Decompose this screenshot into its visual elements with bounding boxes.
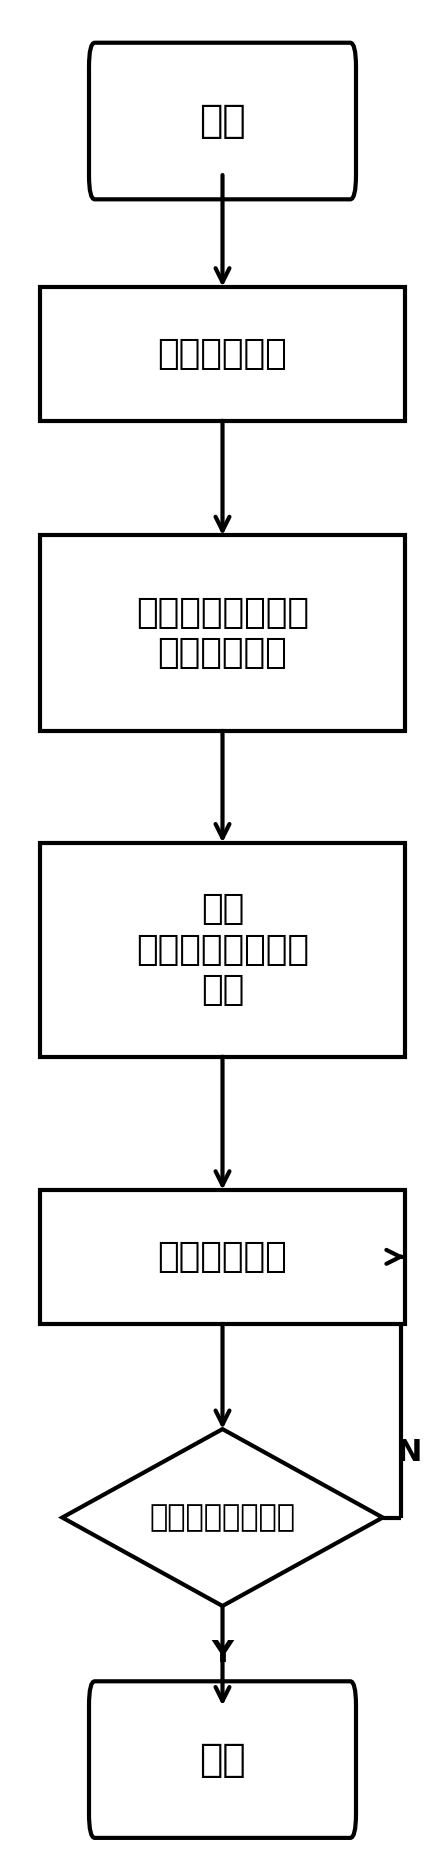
- Text: 启动帧级解码: 启动帧级解码: [158, 1240, 287, 1274]
- Polygon shape: [62, 1430, 383, 1605]
- Text: 结束: 结束: [199, 1741, 246, 1778]
- Bar: [40, 842, 405, 1058]
- FancyBboxPatch shape: [89, 43, 356, 199]
- Text: Y: Y: [211, 1639, 234, 1668]
- Text: N: N: [396, 1437, 421, 1467]
- Text: 确定各部件存储类
型及地址空间: 确定各部件存储类 型及地址空间: [136, 596, 309, 670]
- Bar: [40, 1190, 405, 1324]
- Bar: [40, 536, 405, 732]
- Text: 码流解码全部完成: 码流解码全部完成: [150, 1503, 295, 1532]
- Text: 开始: 开始: [199, 102, 246, 140]
- FancyBboxPatch shape: [89, 1681, 356, 1838]
- Text: 解析码流格式: 解析码流格式: [158, 337, 287, 371]
- Bar: [40, 287, 405, 421]
- Text: 配置
存储器访问控制寄
存器: 配置 存储器访问控制寄 存器: [136, 892, 309, 1007]
